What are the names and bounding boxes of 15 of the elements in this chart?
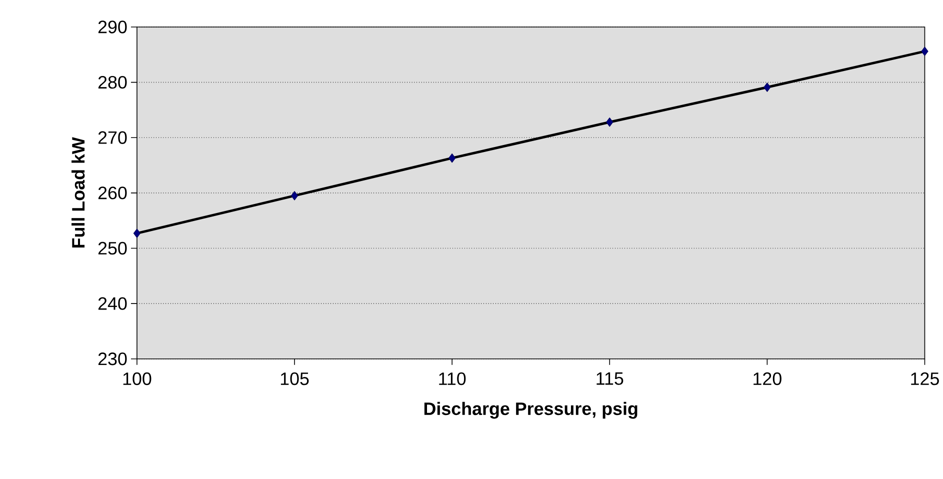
- y-tick-label: 270: [98, 131, 127, 144]
- y-tick-label: 290: [98, 20, 127, 34]
- y-tick-label: 280: [98, 76, 127, 89]
- x-tick-label: 105: [280, 372, 309, 386]
- y-tick-label: 260: [98, 186, 127, 200]
- x-tick-label: 125: [911, 372, 939, 386]
- y-tick-label: 250: [98, 242, 127, 255]
- y-tick-label: 230: [98, 352, 127, 366]
- x-tick-label: 100: [123, 372, 152, 386]
- y-tick-label: 240: [98, 297, 127, 310]
- y-axis-title: Full Load kW: [72, 137, 85, 248]
- x-tick-label: 120: [754, 372, 782, 386]
- x-tick-label: 110: [439, 372, 466, 386]
- x-tick-label: 115: [596, 372, 624, 385]
- x-axis-title: Discharge Pressure, psig: [424, 402, 638, 419]
